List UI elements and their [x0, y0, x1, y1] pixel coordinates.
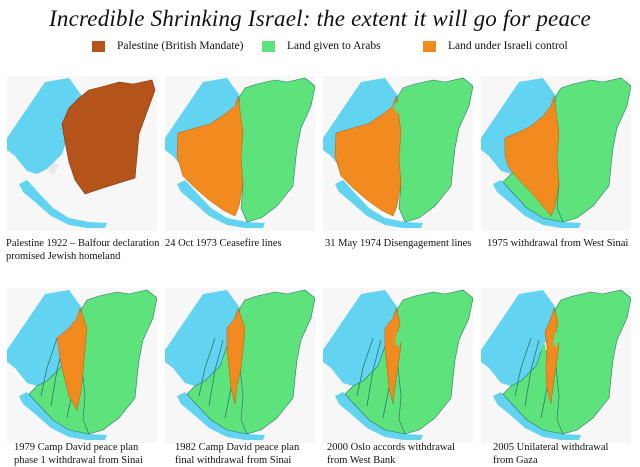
map-panel-1974	[323, 76, 473, 231]
red-sea-gulf	[177, 180, 265, 228]
map-1922	[7, 76, 157, 231]
legend: Palestine (British Mandate) Land given t…	[0, 40, 640, 56]
red-sea-gulf	[493, 180, 581, 228]
caption-2000-line2: from West Bank	[327, 455, 396, 466]
caption-1973: 24 Oct 1973 Ceasefire lines	[165, 237, 325, 250]
map-panel-2005	[481, 288, 631, 443]
caption-1974: 31 May 1974 Disengagement lines	[325, 237, 485, 250]
sinai-zone-lines	[356, 337, 390, 419]
caption-1979-line1: 1979 Camp David peace plan	[14, 442, 139, 453]
red-sea-gulf	[493, 392, 581, 440]
caption-1974-line1: 31 May 1974 Disengagement lines	[325, 238, 472, 249]
caption-1922-line1: Palestine 1922 – Balfour declaration	[6, 238, 160, 249]
caption-2000-line1: 2000 Oslo accords withdrawal	[327, 442, 456, 453]
caption-1922-line2: promised Jewish homeland	[6, 251, 121, 262]
red-sea-gulf	[335, 392, 423, 440]
israeli-controlled-land	[544, 307, 560, 405]
map-panel-2000	[323, 288, 473, 443]
israeli-controlled-land	[504, 95, 560, 217]
red-sea-gulf	[19, 180, 107, 228]
caption-1922: Palestine 1922 – Balfour declaration pro…	[6, 237, 166, 263]
golan-strip	[393, 102, 401, 114]
caption-2005-line1: 2005 Unilateral withdrawal	[493, 442, 609, 453]
israeli-controlled-land	[176, 95, 244, 217]
caption-1973-line1: 24 Oct 1973 Ceasefire lines	[165, 238, 282, 249]
west-bank-area	[395, 332, 401, 348]
legend-item-mandate: Palestine (British Mandate)	[92, 40, 243, 52]
map-1973	[165, 76, 315, 231]
legend-label-arab: Land given to Arabs	[287, 40, 381, 52]
west-bank-area	[553, 332, 559, 348]
caption-2005-line2: from Gaza	[493, 455, 538, 466]
legend-item-israel: Land under Israeli control	[423, 40, 568, 52]
legend-swatch-israel	[423, 40, 436, 52]
map-panel-1922	[7, 76, 157, 231]
caption-2005: 2005 Unilateral withdrawal from Gaza	[493, 441, 640, 467]
map-1979	[7, 288, 157, 443]
sinai-zone-lines	[514, 337, 548, 419]
caption-1982-line2: final withdrawal from Sinai	[175, 455, 292, 466]
red-sea-gulf	[177, 392, 265, 440]
map-panel-1982	[165, 288, 315, 443]
map-1975	[481, 76, 631, 231]
legend-swatch-arab	[262, 40, 275, 52]
legend-label-israel: Land under Israeli control	[448, 40, 568, 52]
israeli-controlled-land	[334, 95, 402, 217]
map-title: Incredible Shrinking Israel: the extent …	[49, 6, 591, 31]
red-sea-gulf	[335, 180, 423, 228]
legend-item-arab: Land given to Arabs	[262, 40, 381, 52]
caption-1979-line2: phase 1 withdrawal from Sinai	[14, 455, 143, 466]
map-panel-1975	[481, 76, 631, 231]
israeli-controlled-land	[56, 307, 88, 411]
sinai-outline	[47, 162, 59, 176]
map-2005	[481, 288, 631, 443]
mandate-territory	[61, 79, 156, 195]
mediterranean-sea	[7, 78, 82, 174]
israeli-controlled-land	[226, 307, 246, 405]
map-1982	[165, 288, 315, 443]
legend-swatch-mandate	[92, 40, 105, 52]
gaza-strip	[541, 344, 546, 354]
caption-1979: 1979 Camp David peace plan phase 1 withd…	[14, 441, 174, 467]
caption-1975: 1975 withdrawal from West Sinai	[487, 237, 640, 250]
caption-1982-line1: 1982 Camp David peace plan	[175, 442, 300, 453]
caption-1975-line1: 1975 withdrawal from West Sinai	[487, 238, 629, 249]
red-sea-gulf	[19, 392, 107, 440]
sinai-zone-lines	[198, 337, 232, 419]
map-1974	[323, 76, 473, 231]
map-2000	[323, 288, 473, 443]
caption-2000: 2000 Oslo accords withdrawal from West B…	[327, 441, 487, 467]
map-panel-1979	[7, 288, 157, 443]
caption-1982: 1982 Camp David peace plan final withdra…	[175, 441, 335, 467]
legend-label-mandate: Palestine (British Mandate)	[117, 40, 244, 52]
map-panel-1973	[165, 76, 315, 231]
